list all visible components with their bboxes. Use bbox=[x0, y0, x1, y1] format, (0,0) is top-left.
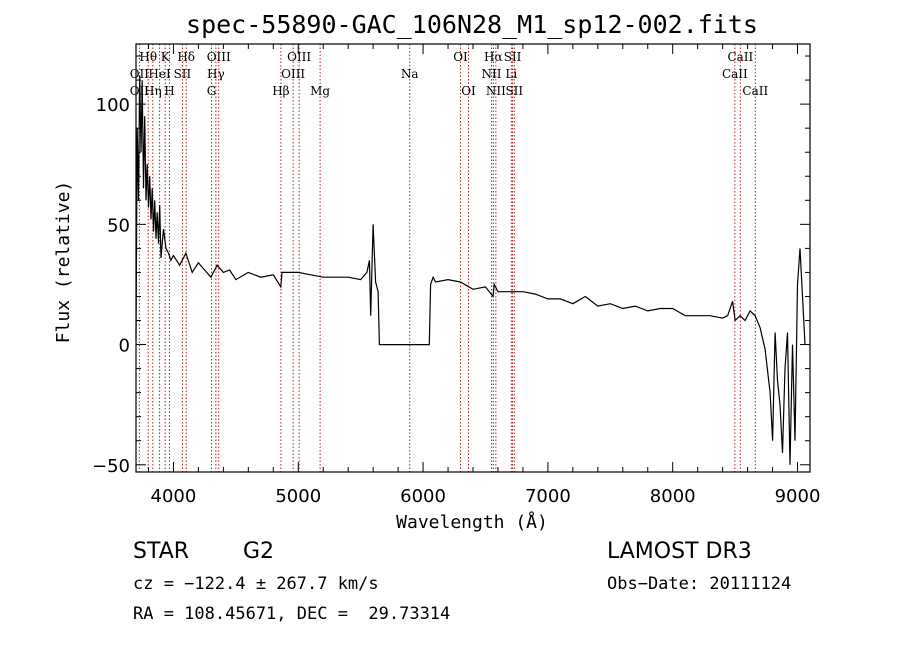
x-tick-label: 5000 bbox=[275, 486, 321, 507]
line-label: SII bbox=[174, 67, 192, 81]
line-label: Li bbox=[505, 67, 517, 81]
line-label: Hθ bbox=[139, 50, 157, 64]
line-label: SII bbox=[504, 50, 522, 64]
line-label: Hγ bbox=[207, 67, 225, 81]
x-tick-label: 7000 bbox=[525, 486, 571, 507]
ra-dec: RA = 108.45671, DEC = 29.73314 bbox=[133, 604, 451, 624]
line-label: Na bbox=[401, 67, 419, 81]
line-label: NII bbox=[486, 84, 506, 98]
y-axis: −50 0 50 100 bbox=[92, 55, 810, 477]
survey-name: LAMOST DR3 bbox=[607, 539, 752, 564]
y-tick-label: 50 bbox=[107, 215, 130, 236]
line-label: OIII bbox=[281, 67, 305, 81]
line-label: CaII bbox=[727, 50, 753, 64]
line-label: OI bbox=[461, 84, 476, 98]
line-label: Mg bbox=[310, 84, 330, 98]
line-label: OIII bbox=[207, 50, 231, 64]
x-tick-label: 9000 bbox=[775, 486, 821, 507]
line-label: CaII bbox=[742, 84, 768, 98]
plot-frame bbox=[135, 43, 811, 473]
line-label: Hδ bbox=[177, 50, 195, 64]
spectrum-line bbox=[135, 75, 806, 465]
observation-date: Obs−Date: 20111124 bbox=[607, 574, 792, 594]
line-label: CaII bbox=[722, 67, 748, 81]
object-class: STAR bbox=[133, 539, 190, 564]
x-tick-label: 6000 bbox=[400, 486, 446, 507]
y-tick-label: 0 bbox=[119, 336, 130, 357]
y-tick-label: 100 bbox=[96, 95, 130, 116]
line-label: Hα bbox=[484, 50, 503, 64]
line-label: H bbox=[164, 84, 174, 98]
x-axis-label: Wavelength (Å) bbox=[396, 511, 548, 533]
line-markers bbox=[138, 44, 756, 472]
y-tick-label: −50 bbox=[92, 456, 130, 477]
y-axis-label: Flux (relative) bbox=[53, 181, 74, 344]
x-tick-label: 8000 bbox=[650, 486, 696, 507]
line-label: K bbox=[161, 50, 171, 64]
line-label: Hβ bbox=[272, 84, 289, 98]
line-label: OII bbox=[130, 67, 150, 81]
x-tick-label: 4000 bbox=[151, 486, 197, 507]
line-label: SII bbox=[505, 84, 523, 98]
line-label: Hη bbox=[144, 84, 162, 98]
x-axis: 4000 5000 6000 7000 8000 9000 bbox=[147, 44, 821, 507]
redshift-cz: cz = −122.4 ± 267.7 km/s bbox=[133, 574, 379, 594]
line-label: HeI bbox=[148, 67, 171, 81]
line-label: OI bbox=[453, 50, 468, 64]
line-label: NII bbox=[481, 67, 501, 81]
line-label: OIII bbox=[287, 50, 311, 64]
line-label: G bbox=[207, 84, 217, 98]
object-subclass: G2 bbox=[243, 539, 275, 564]
chart-title: spec-55890-GAC_106N28_M1_sp12-002.fits bbox=[186, 10, 758, 39]
